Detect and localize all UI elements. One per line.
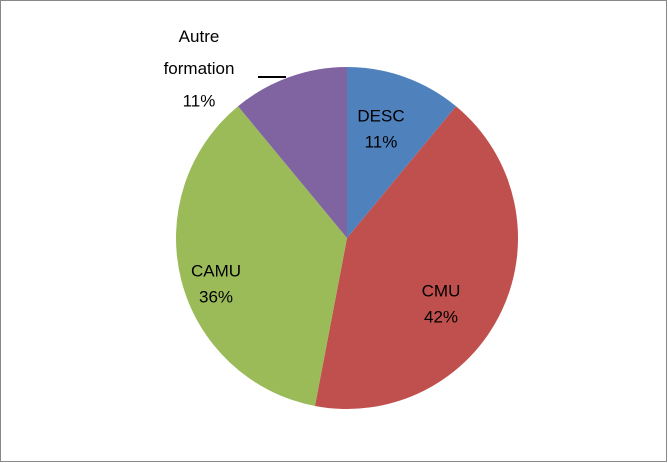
pie-slice (238, 67, 347, 238)
slice-value-label: 42% (424, 307, 458, 326)
pie-slice (347, 67, 456, 238)
slice-value-label: 36% (199, 287, 233, 306)
pie-slice (175, 106, 347, 406)
pie-slice (314, 106, 519, 410)
slice-label: Autre formation (164, 27, 235, 78)
slice-label: CMU (422, 281, 461, 300)
slice-value-label: 11% (365, 132, 398, 151)
slice-label: CAMU (191, 261, 241, 280)
slice-value-label: 11% (183, 91, 216, 110)
slice-label: DESC (357, 106, 404, 125)
